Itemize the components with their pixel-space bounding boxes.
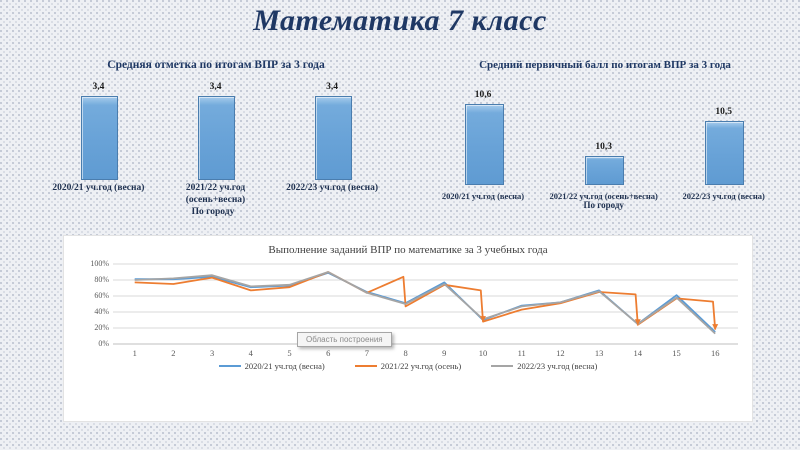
spike-arrowhead-icon (480, 316, 486, 323)
bar-value-label: 3,4 (209, 82, 222, 92)
x-tick-label: 12 (556, 348, 565, 358)
bar-2[interactable] (585, 156, 625, 186)
x-tick-label: 11 (517, 348, 526, 358)
series-line-3[interactable] (134, 271, 716, 335)
plot-area-tooltip: Область построения (297, 332, 392, 347)
x-tick-label: 2 (171, 348, 176, 358)
bar-category-label: 2020/21 уч.год (весна) (52, 183, 145, 193)
x-tick-label: 16 (710, 348, 720, 358)
bar-1[interactable] (464, 103, 504, 186)
legend-line-icon (491, 364, 514, 368)
plot-area[interactable] (113, 260, 738, 360)
legend-label: 2021/22 уч.год (осень) (380, 361, 462, 371)
x-tick-label: 4 (248, 348, 253, 358)
chart-title: Средняя отметка по итогам ВПР за 3 года (107, 59, 325, 71)
slide-title: Математика 7 класс (253, 4, 547, 37)
x-tick-label: 1 (132, 348, 137, 358)
bar-category-label: 2021/22 уч.год (осень+весна) (185, 183, 246, 205)
x-tick-label: 13 (594, 348, 604, 358)
legend-label: 2022/23 уч.год (весна) (517, 361, 598, 371)
chart-title: Выполнение заданий ВПР по математике за … (268, 244, 548, 256)
y-tick-label: 60% (94, 291, 109, 300)
x-tick-label: 8 (403, 348, 408, 358)
bar-value-label: 3,4 (326, 82, 339, 92)
bar-3[interactable] (705, 121, 745, 186)
y-tick-label: 100% (90, 259, 109, 268)
legend-line-icon (354, 364, 377, 368)
legend: 2020/21 уч.год (весна) 2021/22 уч.год (ос… (64, 361, 752, 371)
y-tick-label: 40% (94, 307, 109, 316)
chart-title: Средний первичный балл по итогам ВПР за … (479, 59, 731, 71)
chart-average-primary-score[interactable]: Средний первичный балл по итогам ВПР за … (440, 55, 770, 215)
chart-footer: По городу (191, 207, 235, 217)
bar-1[interactable] (80, 96, 118, 180)
y-tick-label: 20% (94, 323, 109, 332)
legend-label: 2020/21 уч.год (весна) (244, 361, 325, 371)
bar-value-label: 3,4 (92, 82, 105, 92)
bar-2[interactable] (198, 96, 235, 180)
legend-line-icon (218, 364, 241, 368)
x-tick-label: 15 (672, 348, 681, 358)
x-tick-label: 3 (209, 348, 215, 358)
bar-value-label: 10,6 (474, 89, 492, 100)
bar-3[interactable] (314, 96, 352, 180)
chart-task-completion[interactable]: Выполнение заданий ВПР по математике за … (63, 235, 753, 422)
x-tick-label: 9 (442, 348, 447, 358)
bar-value-label: 10,3 (595, 142, 612, 153)
x-tick-label: 5 (287, 348, 292, 358)
spike-arrowhead-icon (712, 324, 719, 331)
series-line-2[interactable] (134, 271, 717, 330)
bar-category-label: 2022/23 уч.год (весна) (682, 191, 765, 201)
spike-arrowhead-icon (634, 319, 641, 326)
legend-item-2[interactable]: 2021/22 уч.год (осень) (354, 361, 462, 371)
bar-category-label: 2020/21 уч.год (весна) (441, 191, 525, 201)
x-tick-label: 14 (633, 348, 643, 358)
x-tick-label: 6 (326, 348, 331, 358)
x-tick-label: 10 (478, 348, 488, 358)
legend-item-1[interactable]: 2020/21 уч.год (весна) (218, 361, 325, 371)
y-tick-label: 80% (94, 275, 109, 284)
y-tick-label: 0% (98, 339, 109, 348)
bar-category-label: 2022/23 уч.год (весна) (286, 183, 379, 193)
bar-category-label: 2021/22 уч.год (осень+весна) (549, 191, 658, 201)
chart-footer: По городу (583, 200, 624, 210)
x-tick-label: 7 (364, 348, 370, 358)
chart-average-mark[interactable]: Средняя отметка по итогам ВПР за 3 года … (40, 55, 420, 225)
legend-item-3[interactable]: 2022/23 уч.год (весна) (491, 361, 597, 371)
bar-value-label: 10,5 (715, 107, 732, 118)
